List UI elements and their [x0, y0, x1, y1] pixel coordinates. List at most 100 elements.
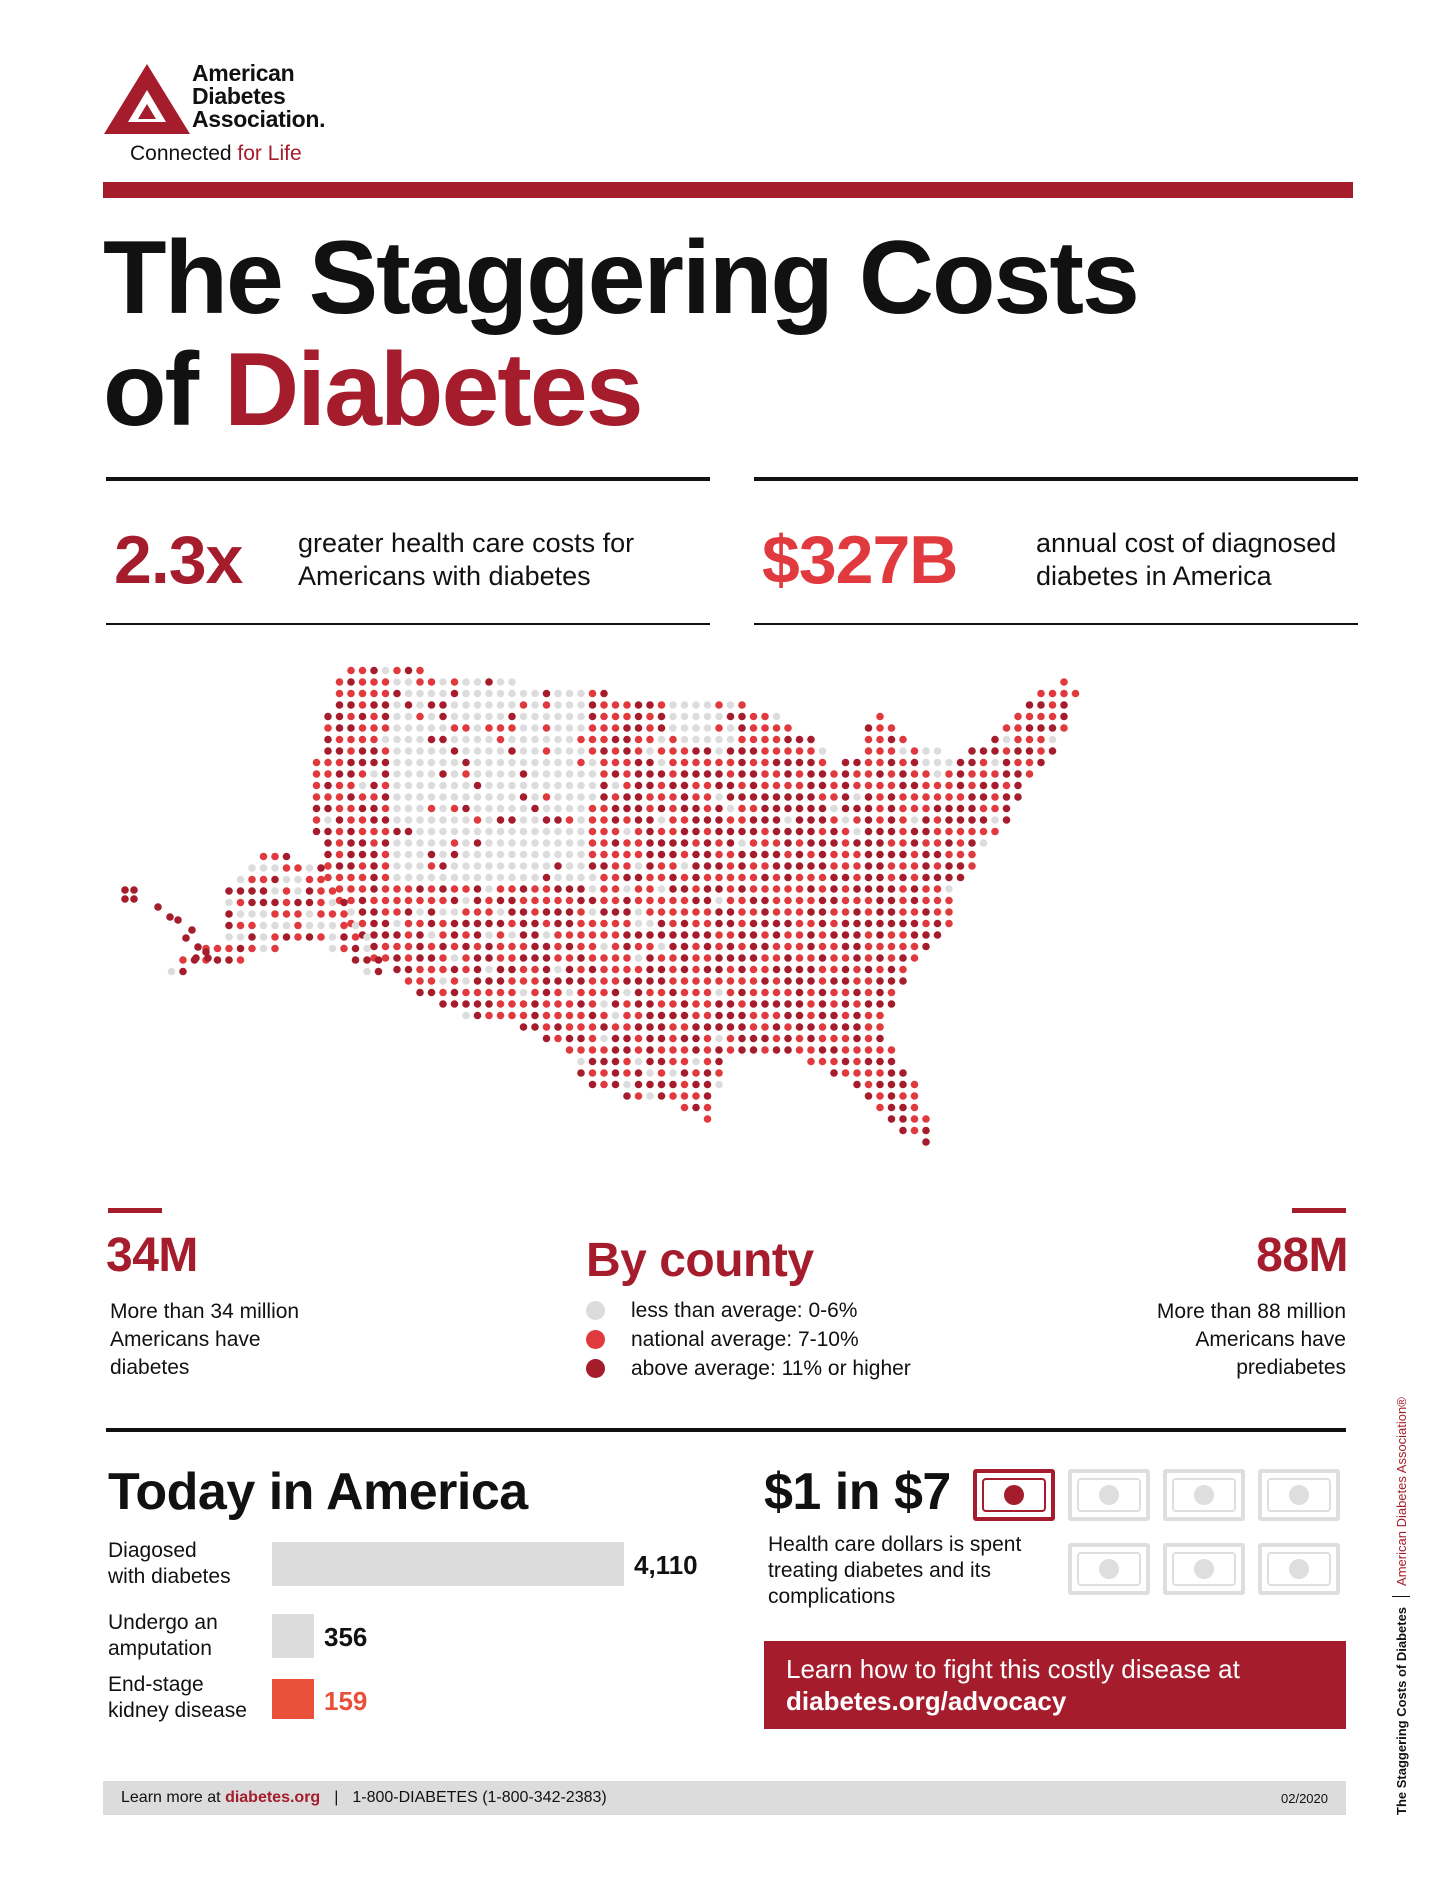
- map-dot: [761, 977, 769, 985]
- map-dot: [404, 712, 413, 721]
- map-dot: [692, 827, 700, 836]
- map-dot: [876, 919, 884, 928]
- map-dot: [347, 781, 355, 790]
- map-dot: [531, 977, 539, 985]
- map-dot: [726, 770, 735, 778]
- map-dot: [542, 712, 551, 721]
- map-dot: [600, 816, 608, 824]
- map-dot: [933, 804, 942, 813]
- map-dot: [473, 931, 482, 939]
- map-dot: [945, 804, 953, 813]
- cta-line-1: Learn how to fight this costly disease a…: [786, 1654, 1240, 1684]
- map-dot: [680, 873, 689, 882]
- map-dot: [979, 781, 988, 790]
- map-dot: [439, 942, 447, 951]
- map-dot: [554, 793, 562, 801]
- footer-phone[interactable]: 1-800-DIABETES (1-800-342-2383): [352, 1789, 607, 1806]
- map-dot: [818, 1046, 827, 1054]
- map-dot: [496, 1011, 505, 1020]
- map-dot: [876, 1069, 884, 1077]
- map-dot: [853, 839, 861, 847]
- footer-date: 02/2020: [1281, 1790, 1328, 1806]
- map-dot: [439, 873, 447, 882]
- map-dot: [784, 839, 792, 847]
- map-dot: [726, 977, 735, 985]
- map-dot: [611, 965, 620, 974]
- map-dot: [167, 967, 176, 976]
- today-label-diagnosed-1: Diagosed: [108, 1539, 197, 1562]
- today-label-kidney-1: End-stage: [108, 1673, 204, 1696]
- map-dot: [841, 988, 850, 997]
- map-dot: [565, 758, 574, 767]
- map-dot: [565, 908, 574, 916]
- map-dot: [818, 850, 827, 859]
- map-dot: [462, 689, 470, 698]
- map-dot: [370, 781, 378, 790]
- map-dot: [370, 770, 378, 778]
- map-dot: [738, 896, 746, 905]
- map-dot: [496, 804, 505, 813]
- map-dot: [692, 781, 700, 790]
- map-dot: [496, 781, 505, 790]
- map-dot: [404, 793, 413, 801]
- map-dot: [922, 1126, 930, 1135]
- map-dot: [899, 1069, 907, 1077]
- map-dot: [853, 850, 861, 859]
- map-dot: [876, 1011, 884, 1020]
- map-dot: [692, 804, 700, 813]
- map-dot: [347, 724, 355, 732]
- map-dot: [358, 862, 367, 870]
- map-dot: [841, 896, 850, 905]
- map-dot: [416, 735, 424, 744]
- map-dot: [588, 1046, 597, 1054]
- map-dot: [462, 919, 470, 928]
- advocacy-cta[interactable]: Learn how to fight this costly disease a…: [764, 1641, 1346, 1729]
- map-dot: [749, 781, 758, 790]
- map-dot: [922, 827, 930, 836]
- map-dot: [462, 1000, 470, 1008]
- map-dot: [588, 908, 597, 916]
- map-dot: [830, 1011, 838, 1020]
- map-dot: [450, 873, 459, 882]
- map-dot: [726, 908, 735, 916]
- map-dot: [646, 1069, 654, 1077]
- map-dot: [508, 770, 516, 778]
- map-dot: [508, 954, 516, 962]
- map-dot: [496, 919, 505, 928]
- cta-link[interactable]: diabetes.org/advocacy: [786, 1686, 1067, 1716]
- footer-link[interactable]: diabetes.org: [225, 1789, 321, 1806]
- map-dot: [439, 781, 447, 790]
- map-dot: [347, 804, 355, 813]
- map-dot: [646, 701, 654, 709]
- map-dot: [715, 827, 723, 836]
- map-dot: [259, 898, 268, 907]
- map-dot: [393, 735, 401, 744]
- map-dot: [611, 1069, 620, 1077]
- map-dot: [680, 793, 689, 801]
- map-dot: [600, 954, 608, 962]
- map-dot: [853, 977, 861, 985]
- map-dot: [738, 793, 746, 801]
- map-dot: [225, 898, 233, 907]
- map-dot: [324, 770, 332, 778]
- map-dot: [841, 919, 850, 928]
- map-dot: [531, 839, 539, 847]
- map-dot: [669, 942, 677, 951]
- map-dot: [772, 942, 781, 951]
- legend-dot-less: [586, 1301, 605, 1320]
- map-dot: [646, 839, 654, 847]
- map-dot: [623, 942, 631, 951]
- map-dot: [335, 724, 344, 732]
- map-dot: [634, 1080, 643, 1089]
- map-dot: [554, 896, 562, 905]
- map-dot: [565, 896, 574, 905]
- map-dot: [312, 781, 321, 790]
- map-dot: [784, 1023, 792, 1031]
- map-dot: [450, 701, 459, 709]
- map-dot: [887, 1000, 896, 1008]
- map-dot: [381, 804, 390, 813]
- page-title: The Staggering Costs of Diabetes: [103, 222, 1140, 446]
- map-dot: [179, 956, 187, 964]
- map-dot: [416, 931, 424, 939]
- map-dot: [542, 1011, 551, 1020]
